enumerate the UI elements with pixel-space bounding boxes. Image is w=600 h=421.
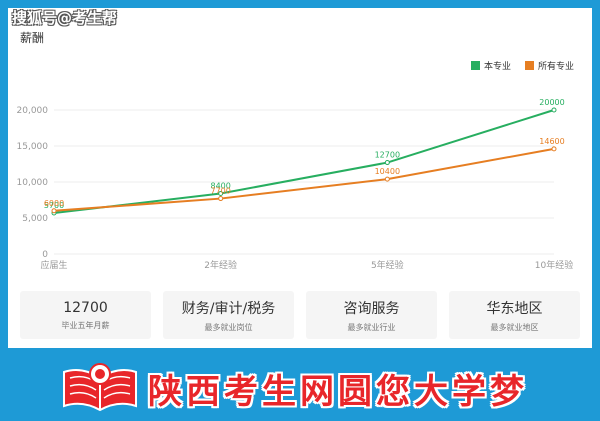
watermark: 搜狐号@考生帮 <box>12 9 118 27</box>
stat-card-industry: 咨询服务 最多就业行业 <box>306 291 437 339</box>
legend-swatch-major <box>470 61 480 70</box>
stat-card-salary: 12700 毕业五年月薪 <box>20 291 151 339</box>
x-tick-label: 应届生 <box>40 259 67 271</box>
open-book-icon <box>63 363 137 412</box>
x-tick-label: 10年经验 <box>535 259 573 271</box>
data-label: 14600 <box>539 137 564 146</box>
legend-label-all: 所有专业 <box>537 62 574 72</box>
data-point <box>218 191 224 197</box>
data-label: 12700 <box>375 151 400 160</box>
stat-value: 12700 <box>63 299 108 316</box>
stat-card-region: 华东地区 最多就业地区 <box>449 291 580 339</box>
section-title: 薪酬 <box>20 31 45 45</box>
data-point <box>218 196 224 202</box>
stat-value: 财务/审计/税务 <box>181 300 276 317</box>
stats-row: 12700 毕业五年月薪 财务/审计/税务 最多就业岗位 咨询服务 最多就业行业… <box>20 291 580 339</box>
stat-label: 最多就业岗位 <box>204 322 253 332</box>
data-label: 20000 <box>539 98 564 107</box>
data-point <box>384 176 390 182</box>
data-label: 10400 <box>375 167 400 176</box>
data-point <box>551 107 557 113</box>
data-label: 6000 <box>44 199 64 208</box>
legend-swatch-all <box>524 61 534 70</box>
stat-value: 华东地区 <box>486 300 543 317</box>
legend-item-major[interactable]: 本专业 <box>470 59 511 72</box>
y-tick-label: 15,000 <box>17 142 49 152</box>
y-tick-label: 0 <box>42 250 48 260</box>
salary-card: 薪酬 本专业 所有专业 0 5,000 10,000 15,000 20,000 应届生 2… <box>8 8 592 348</box>
y-tick-label: 5,000 <box>22 214 48 224</box>
x-tick-label: 2年经验 <box>204 259 237 271</box>
y-tick-label: 10,000 <box>17 178 49 188</box>
data-point <box>551 146 557 152</box>
stat-value: 咨询服务 <box>343 300 400 317</box>
salary-line-chart: 0 5,000 10,000 15,000 20,000 应届生 2年经验 5年经验 10年经验… <box>17 98 574 271</box>
series-line <box>53 109 555 214</box>
stat-label: 最多就业地区 <box>490 322 539 332</box>
data-label: 7700 <box>210 187 230 196</box>
series-line <box>53 147 555 212</box>
stat-label: 毕业五年月薪 <box>61 320 110 330</box>
data-label: 8400 <box>210 182 230 191</box>
y-tick-label: 20,000 <box>17 106 49 116</box>
promo-banner: 陕西考生网圆您大学梦 <box>0 352 600 421</box>
chart-legend: 本专业 所有专业 <box>470 59 574 72</box>
x-tick-label: 5年经验 <box>371 259 404 271</box>
data-label: 5700 <box>44 201 64 210</box>
data-point <box>51 208 57 214</box>
data-point <box>384 160 390 166</box>
legend-item-all[interactable]: 所有专业 <box>524 59 574 72</box>
stat-card-position: 财务/审计/税务 最多就业岗位 <box>163 291 294 339</box>
legend-label-major: 本专业 <box>483 62 511 72</box>
banner-slogan: 陕西考生网圆您大学梦 <box>148 372 528 412</box>
stat-label: 最多就业行业 <box>347 322 396 332</box>
